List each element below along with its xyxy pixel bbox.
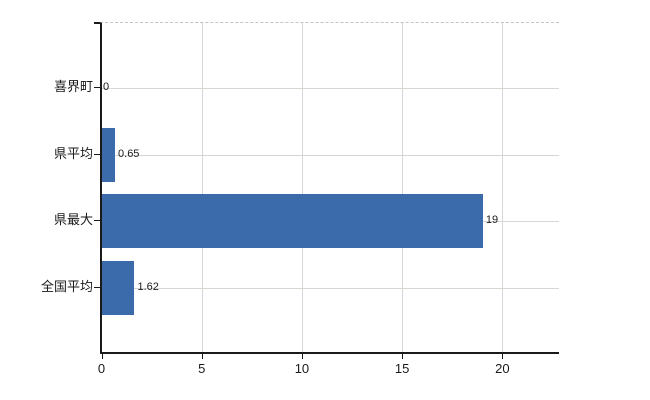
- gridline-vertical: [502, 23, 504, 352]
- x-axis-tick: [301, 354, 303, 359]
- bar-value-label: 1.62: [137, 281, 159, 293]
- plot-area: [100, 22, 559, 354]
- x-axis-tick-label: 10: [294, 361, 310, 376]
- bar-4: [102, 261, 135, 315]
- x-axis-tick: [402, 354, 404, 359]
- x-axis-tick-label: 20: [495, 361, 510, 376]
- y-axis-tick: [94, 287, 100, 288]
- gridline-vertical: [301, 23, 303, 352]
- x-axis-tick-label: 15: [394, 361, 410, 376]
- x-axis-tick-label: 0: [97, 361, 106, 376]
- bar-value-label: 0.65: [118, 148, 140, 160]
- gridline-horizontal: [102, 88, 559, 89]
- category-label-4: 全国平均: [40, 279, 93, 294]
- y-axis-tick: [94, 87, 100, 88]
- gridline-vertical: [201, 23, 203, 352]
- y-axis-tick: [94, 220, 100, 221]
- x-axis-tick: [502, 354, 504, 359]
- bar-value-label: 19: [485, 214, 499, 226]
- category-label-1: 喜界町: [53, 79, 93, 94]
- category-label-2: 県平均: [53, 146, 93, 161]
- gridline-vertical: [402, 23, 404, 352]
- x-axis-tick-label: 5: [198, 361, 206, 376]
- y-axis-top-tick: [94, 22, 100, 24]
- bar-value-label: 0: [103, 81, 110, 93]
- bar-3: [102, 194, 483, 248]
- y-axis-tick: [94, 154, 100, 155]
- x-axis-tick: [101, 354, 103, 359]
- gridline-horizontal: [102, 288, 559, 289]
- x-axis-tick: [201, 354, 203, 359]
- bar-2: [102, 128, 116, 182]
- category-label-3: 県最大: [53, 212, 93, 227]
- gridline-horizontal: [102, 155, 559, 156]
